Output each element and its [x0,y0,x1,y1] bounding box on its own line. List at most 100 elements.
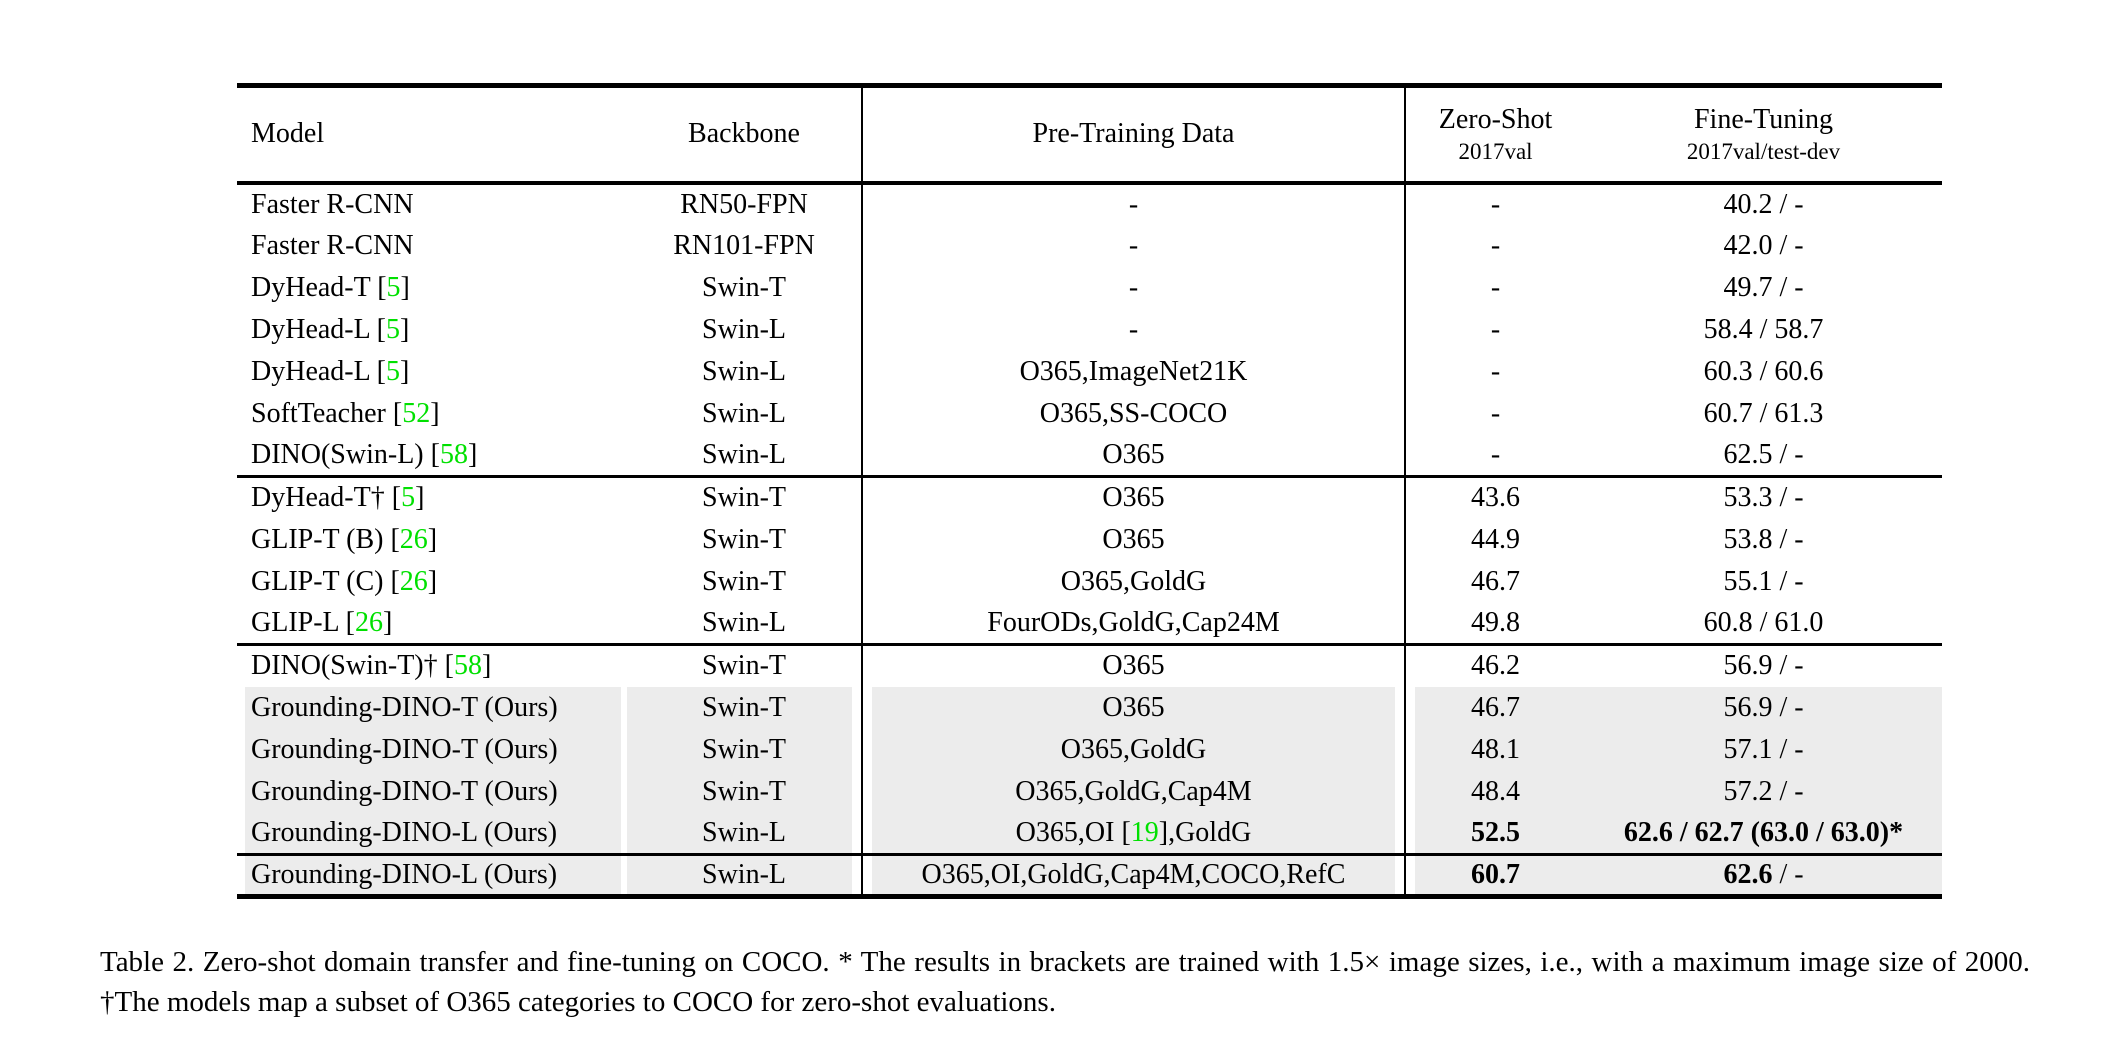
model-cell: Grounding-DINO-T (Ours) [237,686,627,729]
pretrain-data: O365,SS-COCO [1039,397,1228,429]
model-cell: Faster R-CNN [237,225,627,267]
table-row: DINO(Swin-T)† [58] Swin-T O365 46.2 56.9… [237,643,1942,687]
backbone-cell: RN101-FPN [673,229,815,261]
citation-link[interactable]: 5 [386,313,401,345]
citation-link[interactable]: 52 [402,397,431,429]
citation-link[interactable]: 5 [386,355,401,387]
model-cell: DyHead-T [5] [237,267,627,309]
backbone-cell: Swin-T [702,271,786,303]
citation-link[interactable]: 5 [401,482,416,514]
table-row: GLIP-L [26] Swin-L FourODs,GoldG,Cap24M … [237,602,1942,645]
pretrain-cell: O365,SS-COCO [861,392,1406,435]
citation-link[interactable]: 26 [354,606,383,638]
finetune-value: 42.0 / - [1723,229,1804,261]
pretrain-data: O365,GoldG [1060,565,1207,597]
pretrain-cell: O365 [861,434,1406,477]
zeroshot-header-title: Zero-Shot [1438,104,1553,135]
finetune-cell: 55.1 / - [1585,561,1942,603]
backbone-cell: Swin-L [702,313,786,345]
pretrain-cell: - [861,224,1406,267]
pretrain-data: - [1128,313,1139,345]
model-name: DyHead-T† [ [251,482,402,514]
table-row: Faster R-CNN RN101-FPN - - 42.0 / - [237,224,1942,267]
finetune-value: 58.4 / 58.7 [1703,313,1824,345]
backbone-cell: RN50-FPN [680,188,808,220]
col-header-finetune: Fine-Tuning 2017val/test-dev [1585,85,1942,185]
model-name-suffix: ] [400,271,410,303]
finetune-header-title: Fine-Tuning [1693,104,1833,135]
citation-link[interactable]: 58 [453,650,482,682]
citation-link[interactable]: 26 [399,565,428,597]
table-row: Grounding-DINO-T (Ours) Swin-T O365 46.7… [237,686,1942,729]
pretrain-cell: O365,OI [19],GoldG [861,812,1406,855]
backbone-cell: Swin-L [702,397,786,429]
citation-link[interactable]: 5 [386,271,401,303]
citation-link[interactable]: 19 [1130,816,1159,848]
finetune-cell: 49.7 / - [1585,267,1942,309]
zeroshot-value: 52.5 [1471,816,1520,848]
model-cell: GLIP-L [26] [237,603,627,645]
finetune-cell: 60.3 / 60.6 [1585,351,1942,393]
finetune-value: 55.1 / - [1723,565,1804,597]
pretrain-cell: O365,GoldG,Cap4M [861,770,1406,813]
pretrain-data: FourODs,GoldG,Cap24M [987,606,1280,638]
model-cell: GLIP-T (C) [26] [237,561,627,603]
finetune-cell: 62.6 / - [1585,853,1942,897]
zeroshot-value: 49.8 [1471,606,1520,638]
col-header-zeroshot: Zero-Shot 2017val [1405,85,1585,185]
finetune-bold-value: 62.6 / 62.7 (63.0 / 63.0)* [1623,816,1904,848]
pretrain-cell: O365,OI,GoldG,Cap4M,COCO,RefC [861,853,1406,897]
backbone-cell: Swin-T [627,643,862,687]
header-row: Model Backbone Pre-Training Data Zero-Sh… [237,85,1942,185]
zeroshot-value: 46.7 [1471,565,1520,597]
pretrain-cell: O365,ImageNet21K [861,350,1406,393]
finetune-cell: 62.5 / - [1585,435,1942,477]
zeroshot-value: - [1490,229,1501,261]
zeroshot-cell: - [1405,225,1585,267]
pretrain-cell: - [861,266,1406,309]
finetune-cell: 57.2 / - [1585,770,1942,813]
finetune-value: 56.9 / - [1723,650,1804,682]
model-cell: GLIP-T (B) [26] [237,519,627,561]
pretrain-data: O365 [1102,650,1165,682]
model-name-suffix: ] [382,606,393,638]
backbone-cell: Swin-T [627,475,862,519]
citation-link[interactable]: 26 [399,523,428,555]
pretrain-cell: FourODs,GoldG,Cap24M [861,602,1406,645]
table-group-4: Grounding-DINO-L (Ours) Swin-L O365,OI,G… [237,853,1942,897]
finetune-cell: 42.0 / - [1585,225,1942,267]
model-name-suffix: ] [400,355,410,387]
model-name: DyHead-L [ [251,313,387,345]
model-cell: DyHead-T† [5] [237,475,627,519]
table-row: DyHead-T [5] Swin-T - - 49.7 / - [237,266,1942,309]
model-name: DINO(Swin-L) [ [251,438,440,470]
model-cell: DyHead-L [5] [237,351,627,393]
finetune-cell: 56.9 / - [1585,643,1942,687]
zeroshot-cell: 44.9 [1405,519,1585,561]
pretrain-data: - [1128,271,1139,303]
model-cell: Grounding-DINO-T (Ours) [237,728,627,771]
backbone-cell: Swin-T [627,770,862,813]
pretrain-data: - [1128,229,1139,261]
table-wrapper: Model Backbone Pre-Training Data Zero-Sh… [237,83,1942,899]
zeroshot-cell: - [1405,183,1585,225]
table-group-1: Faster R-CNN RN50-FPN - - 40.2 / - Faste… [237,182,1942,477]
pretrain-cell: - [861,308,1406,351]
model-cell: DyHead-L [5] [237,309,627,351]
backbone-cell: Swin-T [702,523,786,555]
backbone-cell: Swin-T [627,686,862,729]
table-row: Grounding-DINO-T (Ours) Swin-T O365,Gold… [237,770,1942,813]
zeroshot-value: 48.1 [1471,733,1520,765]
model-name: Grounding-DINO-T (Ours) [251,733,558,765]
model-name: GLIP-T (B) [ [251,523,400,555]
table-row: SoftTeacher [52] Swin-L O365,SS-COCO - 6… [237,392,1942,435]
model-name: Faster R-CNN [251,188,414,220]
zeroshot-value: 43.6 [1471,482,1520,514]
zeroshot-header-subtitle: 2017val [1458,139,1533,165]
model-cell: Grounding-DINO-L (Ours) [237,853,627,897]
model-cell: DINO(Swin-T)† [58] [237,643,627,687]
table-row: Grounding-DINO-L (Ours) Swin-L O365,OI,G… [237,853,1942,897]
backbone-cell: Swin-L [627,812,862,855]
citation-link[interactable]: 58 [439,438,468,470]
model-name: Grounding-DINO-L (Ours) [251,859,558,890]
